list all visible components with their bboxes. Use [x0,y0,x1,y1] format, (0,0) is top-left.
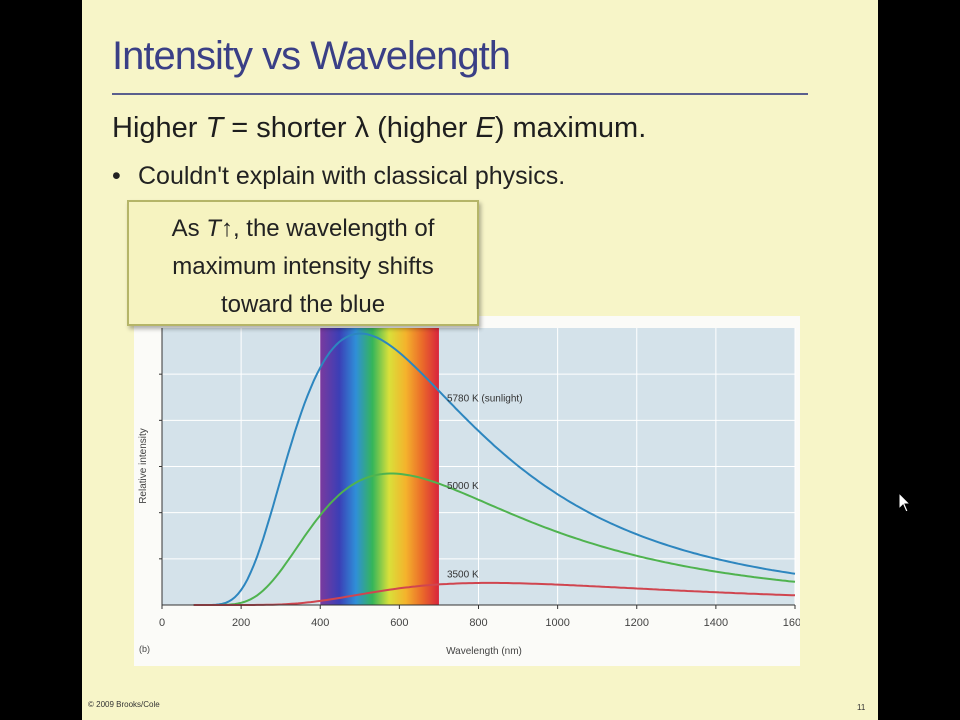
bullet-text: Couldn't explain with classical physics. [138,162,566,190]
bullet-item: • Couldn't explain with classical physics… [112,162,565,191]
callout-line-2: maximum intensity shifts [172,253,434,280]
series-label-2: 5000 K [447,481,479,492]
title-divider [112,93,808,95]
slide-title: Intensity vs Wavelength [112,34,511,78]
copyright-footer: © 2009 Brooks/Cole [88,700,160,709]
series-line-2 [193,472,796,606]
x-tick-label: 1000 [545,617,569,629]
callout-line-1: As T↑, the wavelength of [129,210,477,248]
subtitle-var-e: E [475,112,495,144]
x-tick-label: 1400 [704,617,728,629]
page-number: 11 [857,703,866,712]
series-line-1 [193,332,796,606]
x-tick-label: 1200 [625,617,649,629]
x-tick-label: 800 [469,617,487,629]
figure-panel: 0 200 400 600 800 1000 1200 1400 1600 5780 K (sun… [134,316,807,666]
visible-spectrum-band [320,328,439,605]
x-tick-label: 0 [159,617,165,629]
bullet-dot-icon: • [112,162,121,190]
series-label-3: 3500 K [447,570,479,581]
intensity-chart: 0 200 400 600 800 1000 1200 1400 1600 5780 K (sun… [138,328,807,657]
panel-label: (b) [139,644,150,654]
up-arrow-icon: ↑ [220,215,233,242]
x-axis-label: Wavelength (nm) [446,646,522,657]
mouse-pointer-icon [898,492,912,513]
callout-box: As T↑, the wavelength of maximum intensi… [127,200,479,326]
callout-text: , the wavelength of [232,215,435,242]
callout-line-3: toward the blue [220,291,386,318]
slide-subtitle: Higher T = shorter λ (higher E) maximum. [112,112,646,145]
x-tick-label: 1600 [783,617,800,629]
curves [193,332,796,606]
callout-var-t: T [206,215,221,242]
series-line-3 [193,581,796,606]
subtitle-part: = shorter λ (higher [223,112,476,144]
x-tick-label: 600 [390,617,408,629]
subtitle-part: ) maximum. [494,112,647,144]
x-tick-label: 400 [311,617,329,629]
slide: Intensity vs Wavelength Higher T = short… [82,0,878,720]
subtitle-var-t: T [205,112,224,144]
subtitle-part: Higher [112,112,206,144]
callout-text: As [171,215,207,242]
y-axis-label: Relative intensity [138,428,149,504]
series-label-1: 5780 K (sunlight) [447,394,523,405]
x-tick-label: 200 [232,617,250,629]
